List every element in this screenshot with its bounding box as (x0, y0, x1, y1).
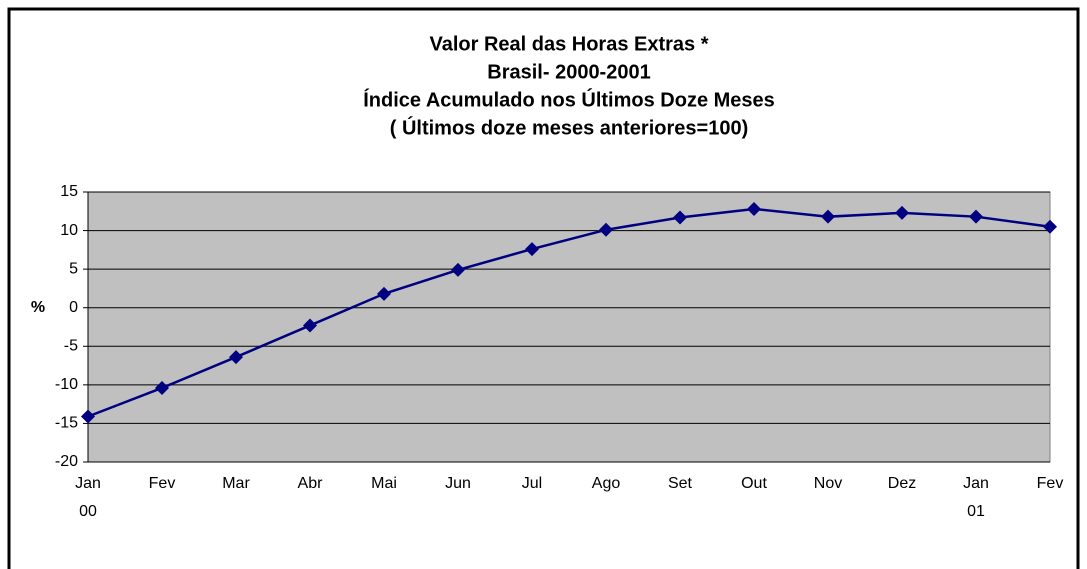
y-tick-label: 10 (60, 222, 78, 239)
x-tick-label: Jan 01 (963, 475, 989, 520)
plot-area (87, 191, 1051, 463)
y-tick-label: 0 (69, 299, 78, 316)
data-point (377, 286, 391, 301)
data-point (229, 350, 243, 365)
x-tick-label: Fev (149, 475, 176, 492)
x-tick-label: Dez (888, 475, 916, 492)
y-tick-label: -20 (55, 453, 78, 470)
x-tick-label: Ago (592, 475, 621, 492)
chart-frame (7, 7, 1080, 569)
data-point (969, 209, 983, 224)
data-point (155, 380, 169, 395)
data-point (821, 209, 835, 224)
chart-title: Índice Acumulado nos Últimos Doze Meses (363, 87, 775, 111)
y-axis-label: % (31, 299, 45, 316)
x-tick-label: Fev (1037, 475, 1064, 492)
x-tick-label: Set (668, 475, 693, 492)
y-tick-label: -10 (55, 376, 78, 393)
data-point (303, 318, 317, 333)
data-point (81, 409, 95, 424)
x-tick-label: Nov (814, 475, 842, 492)
y-tick-label: -15 (55, 415, 78, 432)
data-point (673, 210, 687, 225)
data-line (87, 207, 1051, 418)
x-tick-label: Jul (522, 475, 542, 492)
data-point (451, 262, 465, 277)
data-point (895, 205, 909, 220)
data-point (525, 242, 539, 257)
data-point (599, 222, 613, 237)
x-tick-label: Abr (298, 475, 324, 492)
chart-title: ( Últimos doze meses anteriores=100) (390, 115, 748, 139)
y-tick-label: 5 (69, 260, 78, 277)
x-tick-label: Jun (445, 475, 471, 492)
data-point (1043, 219, 1057, 234)
x-tick-label: Mai (371, 475, 397, 492)
chart-title: Valor Real das Horas Extras * (429, 33, 708, 55)
y-tick-label: 15 (60, 183, 78, 200)
x-tick-label: Mar (222, 475, 250, 492)
y-tick-label: -5 (64, 338, 78, 355)
x-tick-label: Out (741, 475, 767, 492)
chart-title: Brasil- 2000-2001 (487, 61, 650, 83)
x-tick-label: Jan 00 (75, 475, 101, 520)
data-point (747, 201, 761, 216)
